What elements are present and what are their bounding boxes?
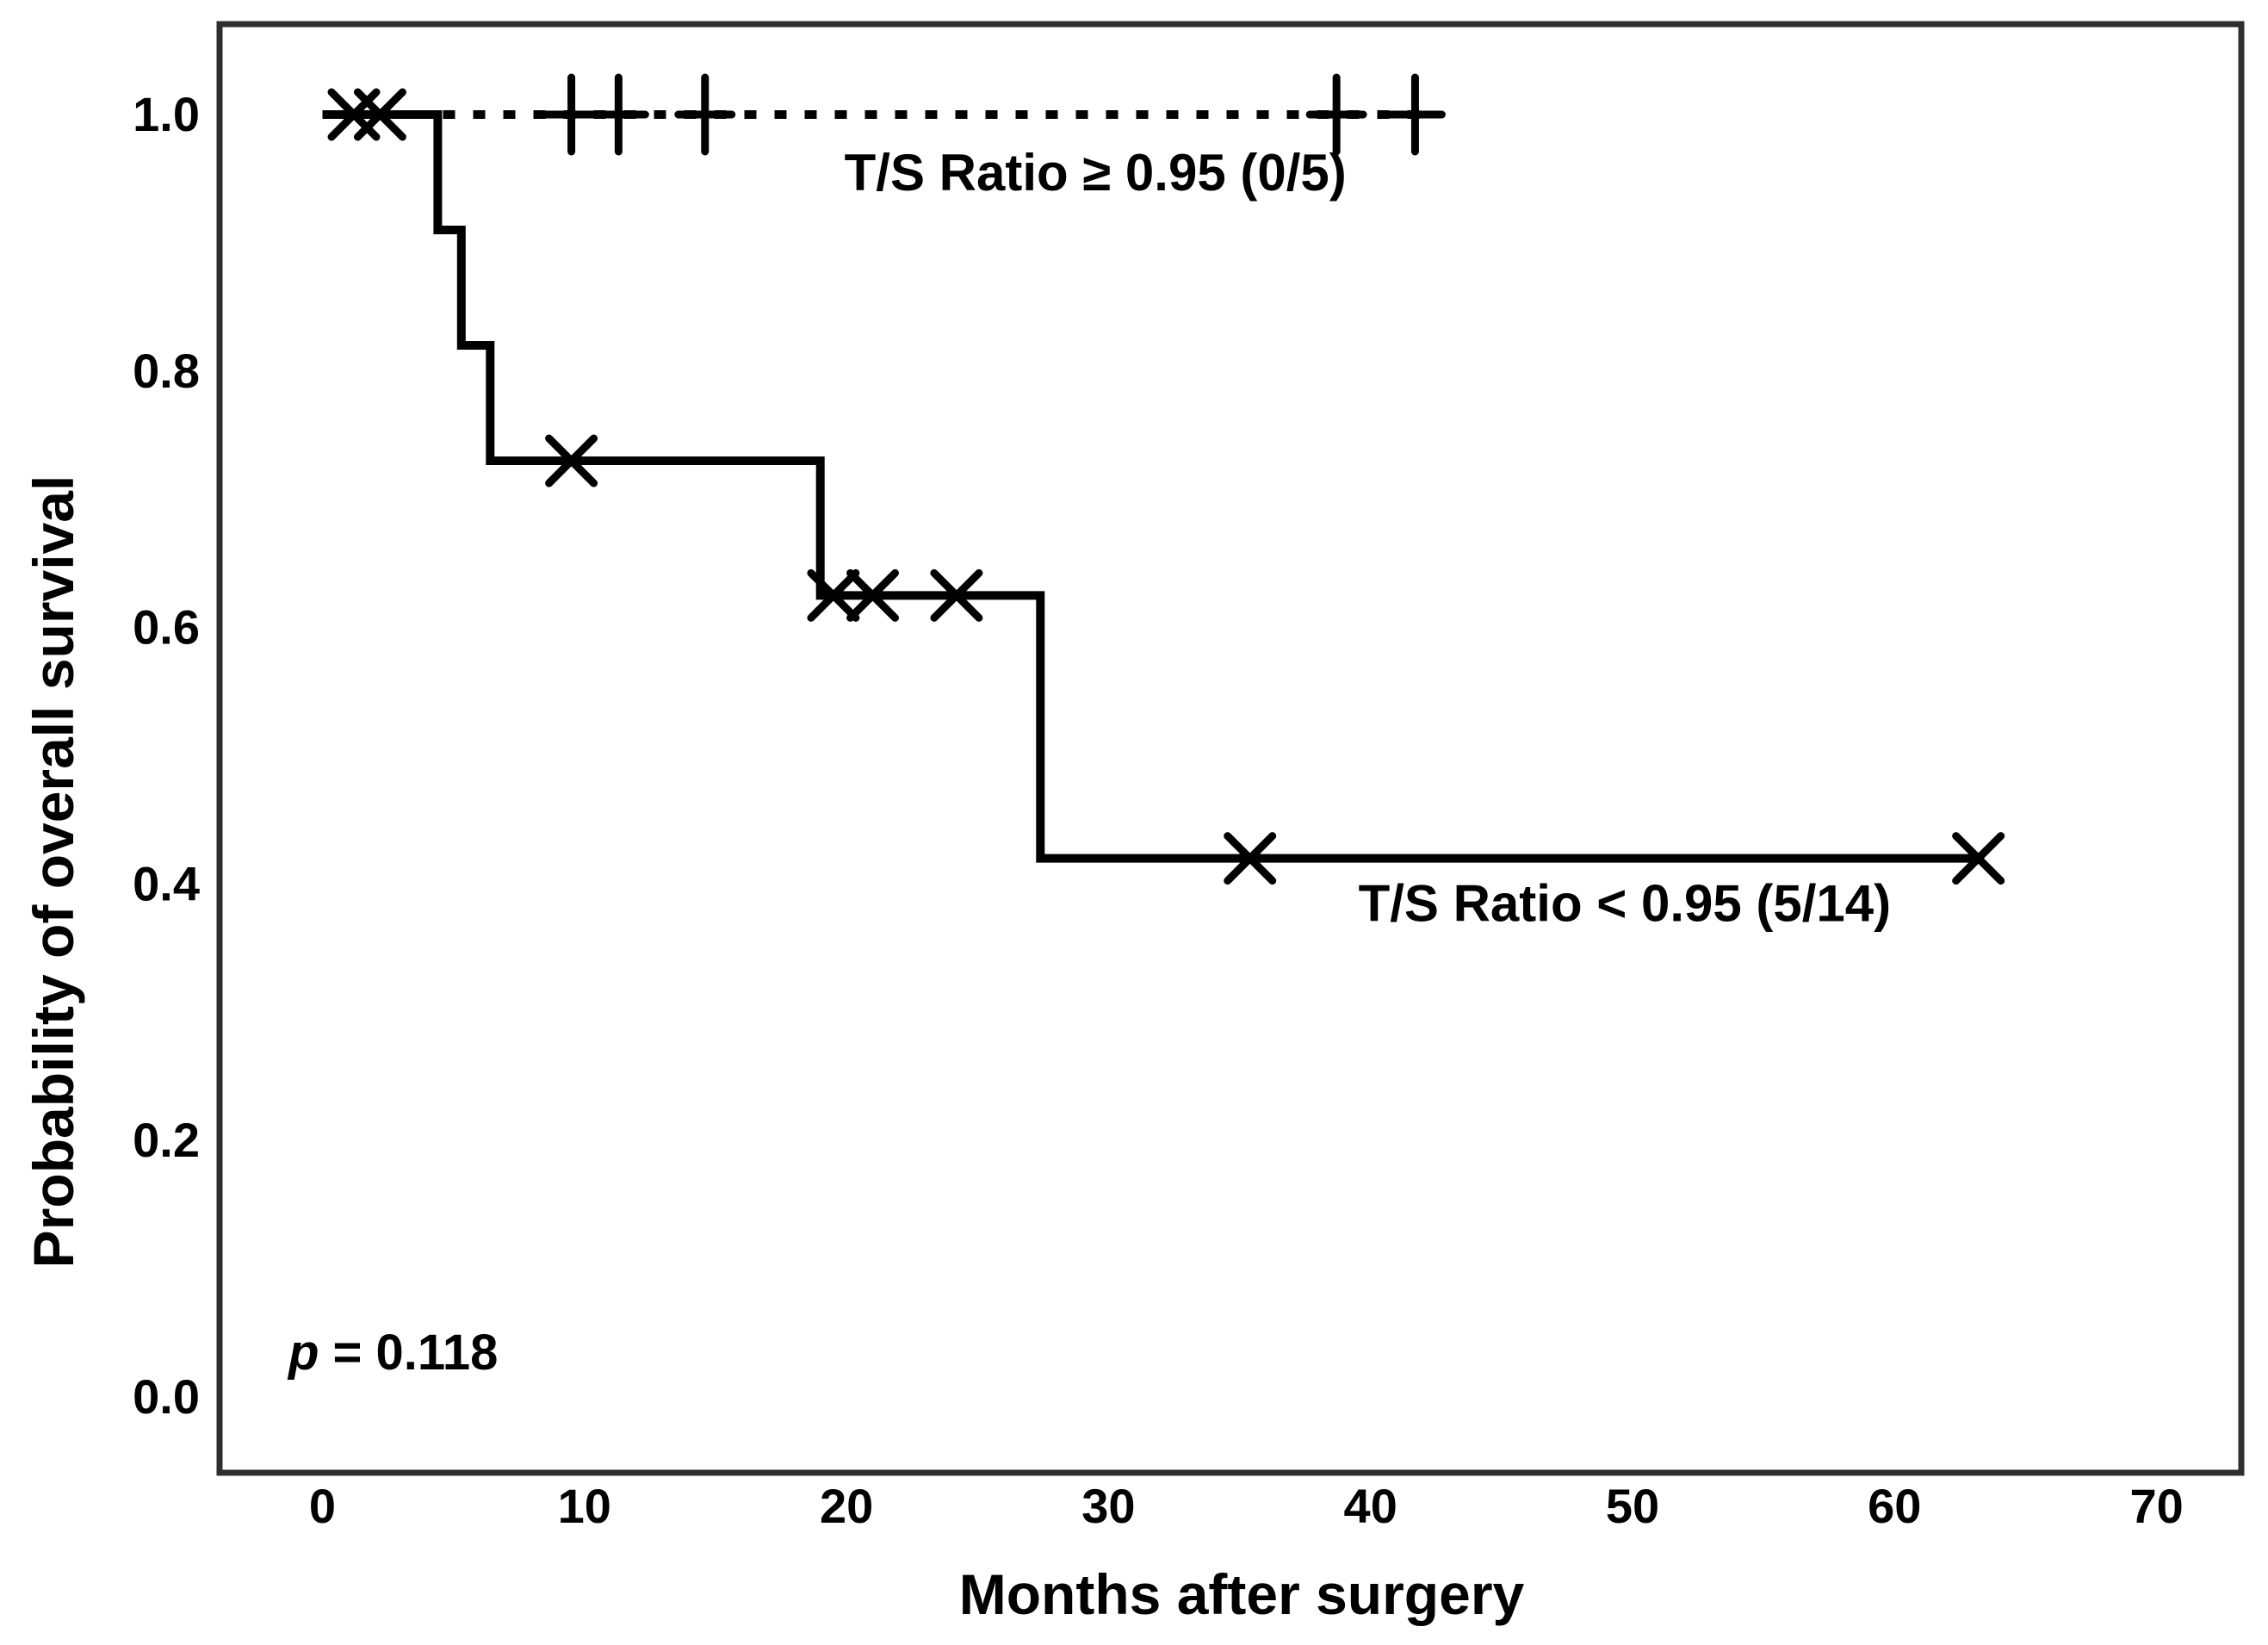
- x-axis-title: Months after surgery: [959, 1562, 1525, 1626]
- censor-plus-mark: [1305, 73, 1367, 156]
- y-axis-title: Probability of overall survival: [22, 475, 85, 1269]
- x-tick-label-0: 0: [309, 1479, 336, 1533]
- x-tick-label-40: 40: [1344, 1479, 1397, 1533]
- censor-plus-mark: [674, 73, 736, 156]
- censor-x-mark: [846, 568, 900, 622]
- x-tick-label-50: 50: [1606, 1479, 1659, 1533]
- y-tick-label-0.4: 0.4: [133, 856, 200, 910]
- y-axis-tick-labels: 0.0 0.2 0.4 0.6 0.8 1.0: [133, 87, 200, 1424]
- x-tick-label-10: 10: [558, 1479, 611, 1533]
- x-tick-label-60: 60: [1868, 1479, 1921, 1533]
- label-ts-ratio-ge: T/S Ratio ≥ 0.95 (0/5): [845, 144, 1347, 202]
- y-tick-label-0.6: 0.6: [133, 600, 200, 655]
- y-tick-label-0.8: 0.8: [133, 344, 200, 398]
- censor-plus-mark: [587, 73, 649, 156]
- x-tick-label-70: 70: [2129, 1479, 2183, 1533]
- x-tick-label-30: 30: [1081, 1479, 1135, 1533]
- censor-marks-ts-ratio-lt: [327, 88, 2005, 885]
- p-value-text: = 0.118: [319, 1325, 498, 1381]
- censor-x-mark: [930, 568, 983, 622]
- censor-x-mark: [353, 88, 406, 141]
- censor-marks-ts-ratio-ge: [541, 73, 1446, 156]
- x-tick-label-20: 20: [820, 1479, 873, 1533]
- censor-x-mark: [807, 568, 860, 622]
- censor-x-mark: [1952, 832, 2005, 885]
- x-axis-tick-labels: 0 10 20 30 40 50 60 70: [309, 1479, 2184, 1533]
- label-ts-ratio-lt: T/S Ratio < 0.95 (5/14): [1359, 875, 1892, 933]
- y-tick-label-0.0: 0.0: [133, 1369, 200, 1424]
- y-tick-label-0.2: 0.2: [133, 1113, 200, 1167]
- y-tick-label-1.0: 1.0: [133, 87, 200, 141]
- km-curve-ts-ratio-lt: [322, 110, 1979, 863]
- censor-x-mark: [1224, 832, 1277, 885]
- p-symbol: p: [287, 1325, 319, 1381]
- censor-plus-mark: [1384, 73, 1446, 156]
- plot-border: [216, 21, 2245, 1476]
- censor-x-mark: [545, 434, 598, 487]
- p-value-label: p = 0.118: [287, 1325, 498, 1381]
